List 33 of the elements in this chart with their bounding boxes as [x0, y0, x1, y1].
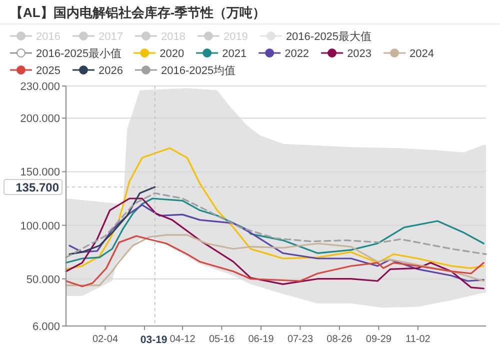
x-tick-label: 07-23 [287, 334, 314, 345]
line-series [68, 204, 484, 282]
legend-label: 2026 [98, 65, 123, 77]
ref-line-label: 135.700 [16, 180, 60, 195]
line-series [65, 198, 484, 264]
x-tick-label: 04-12 [170, 334, 196, 345]
legend-label: 2021 [222, 48, 247, 60]
legend-label: 2020 [160, 48, 184, 60]
legend-label: 2016-2025最小值 [36, 47, 122, 60]
y-tick-label: 50.000 [26, 274, 60, 286]
line-series [68, 186, 156, 256]
x-tick-label: 02-04 [92, 334, 118, 345]
x-tick-label: 11-02 [406, 334, 431, 345]
legend-label: 2016-2025均值 [160, 65, 236, 77]
x-tick-label: 08-26 [326, 334, 353, 345]
y-tick-label: 100.000 [20, 220, 60, 232]
legend-label: 2025 [36, 65, 60, 77]
line-series [65, 198, 484, 290]
legend-label: 2023 [347, 48, 372, 60]
y-tick-label: 200.000 [20, 113, 60, 126]
legend-label: 2016-2025最大值 [286, 30, 372, 43]
y-tick-label: 230.000 [20, 81, 60, 93]
x-tick-label: 05-16 [208, 334, 235, 345]
ref-line-label: 03-19 [140, 334, 168, 346]
line-series [65, 147, 484, 270]
x-tick-label: 09-29 [366, 334, 392, 345]
y-tick-label: 150.000 [20, 166, 60, 179]
y-tick-label: 6.000 [32, 321, 60, 333]
line-series [65, 192, 487, 258]
legend-label: 2024 [410, 48, 434, 60]
x-tick-label: 06-19 [248, 334, 274, 345]
chart-title: 【AL】国内电解铝社会库存-季节性（万吨） [10, 5, 266, 20]
legend-label: 2022 [284, 48, 310, 60]
